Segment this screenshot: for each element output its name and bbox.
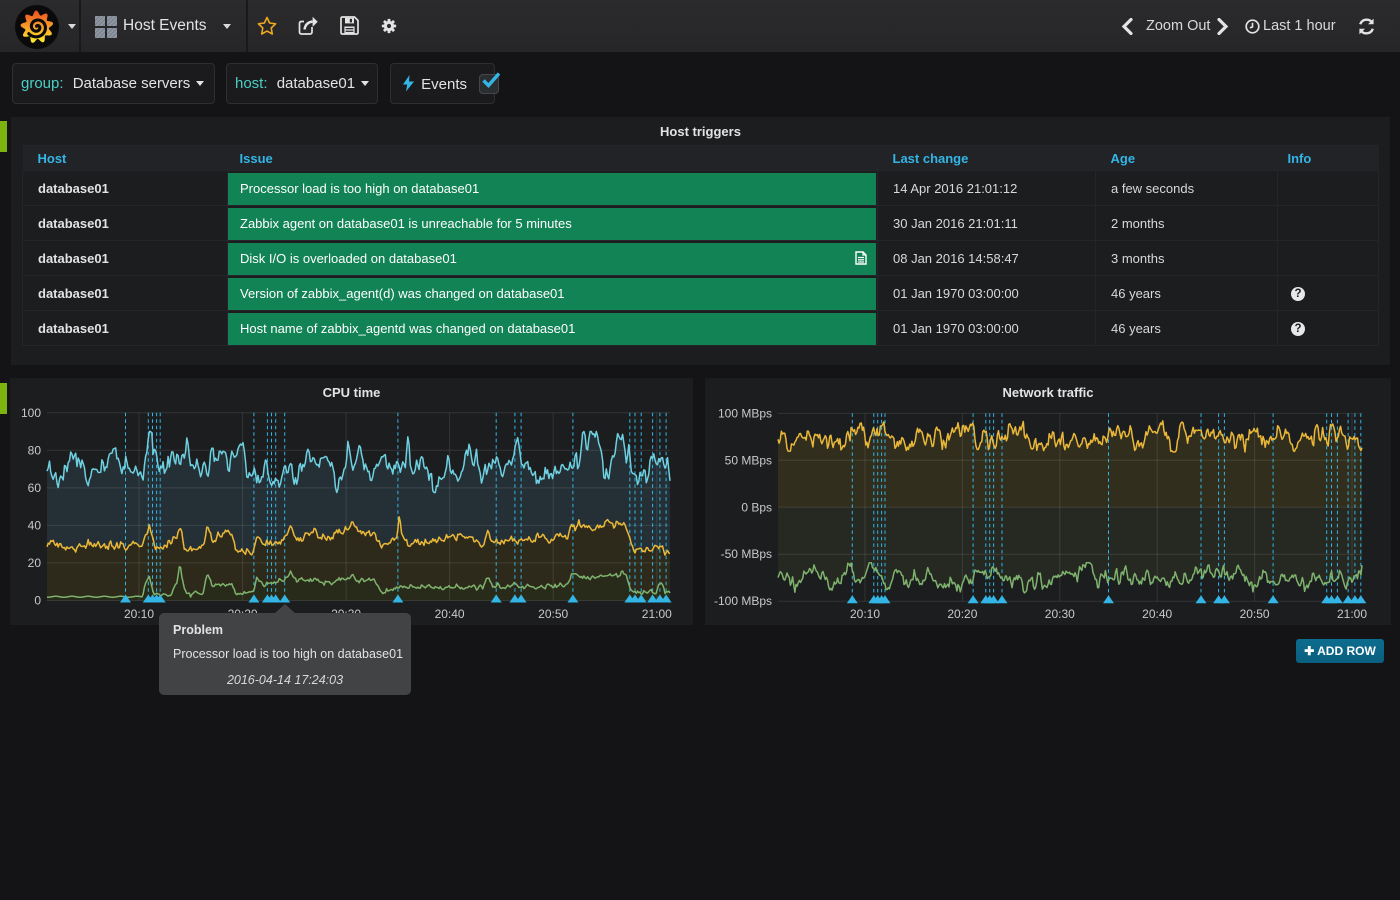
svg-text:40: 40 (28, 518, 42, 532)
svg-text:20:50: 20:50 (1240, 607, 1270, 621)
svg-text:20:50: 20:50 (538, 607, 568, 621)
svg-text:60: 60 (28, 481, 42, 495)
svg-text:50 MBps: 50 MBps (725, 453, 772, 467)
svg-text:0: 0 (34, 594, 41, 608)
svg-text:20:40: 20:40 (1142, 607, 1172, 621)
svg-text:0 Bps: 0 Bps (741, 500, 772, 514)
svg-text:100: 100 (21, 406, 41, 420)
svg-text:20:40: 20:40 (435, 607, 465, 621)
svg-text:21:00: 21:00 (1337, 607, 1367, 621)
svg-text:20:20: 20:20 (947, 607, 977, 621)
svg-text:20:10: 20:10 (124, 607, 154, 621)
svg-text:20: 20 (28, 556, 42, 570)
svg-text:20:10: 20:10 (850, 607, 880, 621)
svg-text:20:30: 20:30 (1045, 607, 1075, 621)
svg-text:100 MBps: 100 MBps (718, 406, 772, 420)
svg-text:-100 MBps: -100 MBps (714, 594, 772, 608)
svg-text:80: 80 (28, 443, 42, 457)
svg-text:21:00: 21:00 (642, 607, 672, 621)
svg-text:-50 MBps: -50 MBps (721, 547, 772, 561)
